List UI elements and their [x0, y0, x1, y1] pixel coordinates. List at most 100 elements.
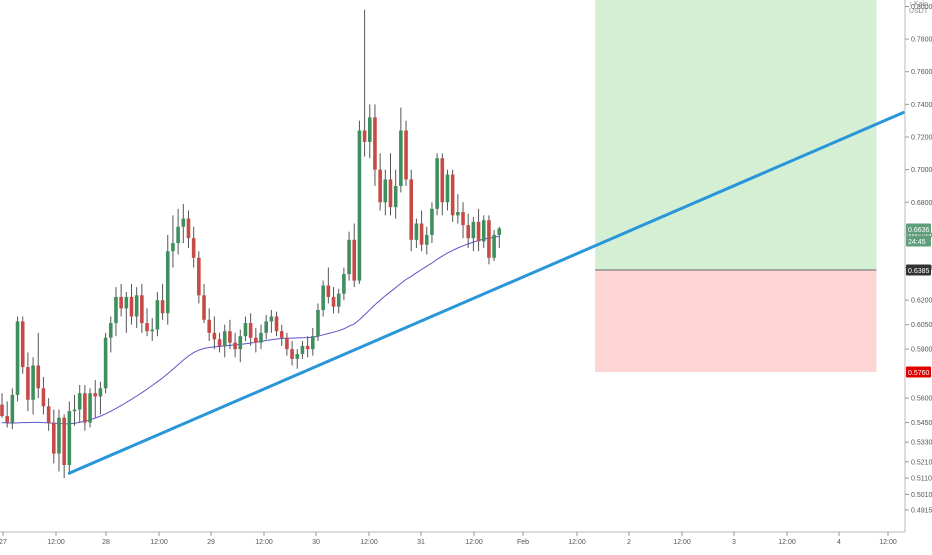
candle [202, 283, 206, 324]
stop-price-tag-bg [906, 366, 931, 378]
time-tick-label: 12:00 [673, 539, 691, 546]
candle [62, 414, 66, 479]
price-tick-label: 0.5450 [911, 420, 932, 427]
candle [456, 194, 460, 224]
candle-body [326, 285, 331, 297]
current-price-tag-text: 0.6636 [908, 227, 930, 234]
candle [88, 388, 92, 428]
candle-body [466, 225, 470, 239]
time-tick-label: 12:00 [778, 539, 796, 546]
price-tick-label: 0.4915 [911, 507, 932, 514]
countdown-price-tag-text: 24:45 [908, 239, 926, 246]
candle-body [342, 274, 346, 294]
candle-body [88, 393, 92, 423]
candle [254, 327, 258, 353]
countdown-price-tag-bg [906, 235, 931, 247]
candle-body [461, 212, 465, 226]
candle [445, 169, 450, 211]
time-tick-label: 3 [732, 539, 736, 546]
candle [238, 329, 243, 363]
candle [155, 292, 160, 337]
candle [26, 352, 30, 412]
stop-price-tag-text: 0.5760 [908, 370, 930, 377]
candle [331, 287, 336, 314]
candle-body [409, 179, 414, 240]
candle-body [456, 212, 460, 216]
candle [373, 104, 377, 186]
candle-body [52, 422, 56, 454]
candle [383, 169, 388, 216]
candle [274, 311, 279, 337]
candle [15, 316, 20, 402]
candle [129, 283, 134, 325]
price-tick-label: 0.6800 [911, 200, 932, 207]
candle-body [31, 365, 35, 400]
entry-price-tag-bg [906, 264, 931, 276]
candle-body [357, 130, 362, 281]
price-tick-label: 0.7400 [911, 102, 932, 109]
price-tick-label: 0.5110 [911, 476, 932, 483]
candle [279, 324, 284, 346]
stop-price-tag: 0.5760 [906, 366, 931, 378]
candle-body [264, 321, 268, 333]
candle-body [134, 295, 139, 317]
candle-body [222, 331, 227, 346]
candle-body [352, 239, 357, 281]
candle [342, 267, 346, 301]
candle-body [331, 296, 336, 307]
candle-body [36, 365, 41, 389]
candle [98, 381, 103, 415]
price-tick-label: 0.5900 [911, 347, 932, 354]
candle [207, 308, 211, 341]
time-tick-label: 4 [837, 539, 841, 546]
price-tick-label: 0.5210 [911, 459, 932, 466]
candle [36, 332, 41, 399]
trendline[interactable] [67, 111, 905, 475]
candle-body [238, 336, 243, 350]
candle-body [450, 174, 455, 216]
price-tick-label: 0.5330 [911, 440, 932, 447]
time-tick-label: Feb [517, 539, 529, 546]
candle [67, 401, 72, 475]
candle-body [191, 238, 196, 258]
candle [103, 332, 108, 394]
candle-body [103, 337, 108, 389]
profit-zone[interactable] [595, 0, 877, 270]
loss-zone[interactable] [595, 270, 877, 372]
candle-body [41, 388, 46, 407]
candle [347, 231, 351, 281]
candle-body [5, 416, 9, 423]
candle [419, 210, 424, 252]
candle [461, 202, 465, 239]
candle-body [440, 158, 445, 203]
candle [316, 303, 320, 341]
candle [264, 314, 268, 340]
candle [171, 215, 175, 268]
candle [424, 226, 429, 255]
symbol-label-1: ↑ Kain [909, 1, 929, 8]
candle-body [445, 174, 450, 203]
candle-body [497, 228, 502, 235]
candle [52, 409, 56, 464]
current-price-tag: 0.6636 [906, 223, 931, 235]
candle [378, 153, 382, 211]
candle [10, 388, 15, 430]
candle-body [311, 336, 315, 350]
candle-body [155, 300, 160, 330]
candle [388, 153, 393, 216]
time-tick-label: 30 [312, 539, 320, 546]
candle-body [274, 316, 279, 332]
candle-body [336, 293, 341, 307]
price-tick-label: 0.7800 [911, 37, 932, 44]
time-tick-label: 12:00 [47, 539, 65, 546]
price-tick-label: 0.6200 [911, 298, 932, 305]
candle [186, 210, 191, 248]
candle [430, 202, 434, 244]
price-tick-label: 0.5600 [911, 396, 932, 403]
candle [46, 398, 51, 431]
candle-body [228, 331, 232, 343]
candle-body [171, 243, 175, 252]
candle [108, 316, 113, 353]
